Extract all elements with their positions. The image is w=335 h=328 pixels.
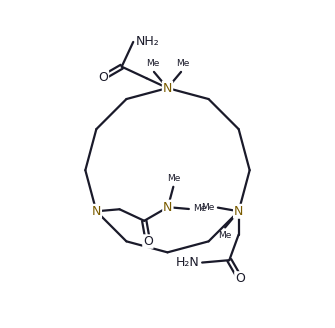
Text: Me: Me	[193, 204, 206, 214]
Text: N: N	[234, 205, 243, 218]
Text: O: O	[98, 71, 109, 84]
Text: N: N	[92, 205, 101, 218]
Text: Me: Me	[146, 59, 159, 68]
Text: O: O	[143, 235, 153, 248]
Text: N: N	[163, 201, 173, 214]
Text: Me: Me	[201, 203, 215, 212]
Text: Me: Me	[166, 174, 180, 183]
Text: Me: Me	[176, 59, 189, 68]
Text: H₂N: H₂N	[176, 256, 200, 269]
Text: N: N	[163, 82, 172, 94]
Text: NH₂: NH₂	[136, 35, 159, 49]
Text: Me: Me	[218, 232, 232, 240]
Text: O: O	[235, 272, 245, 285]
